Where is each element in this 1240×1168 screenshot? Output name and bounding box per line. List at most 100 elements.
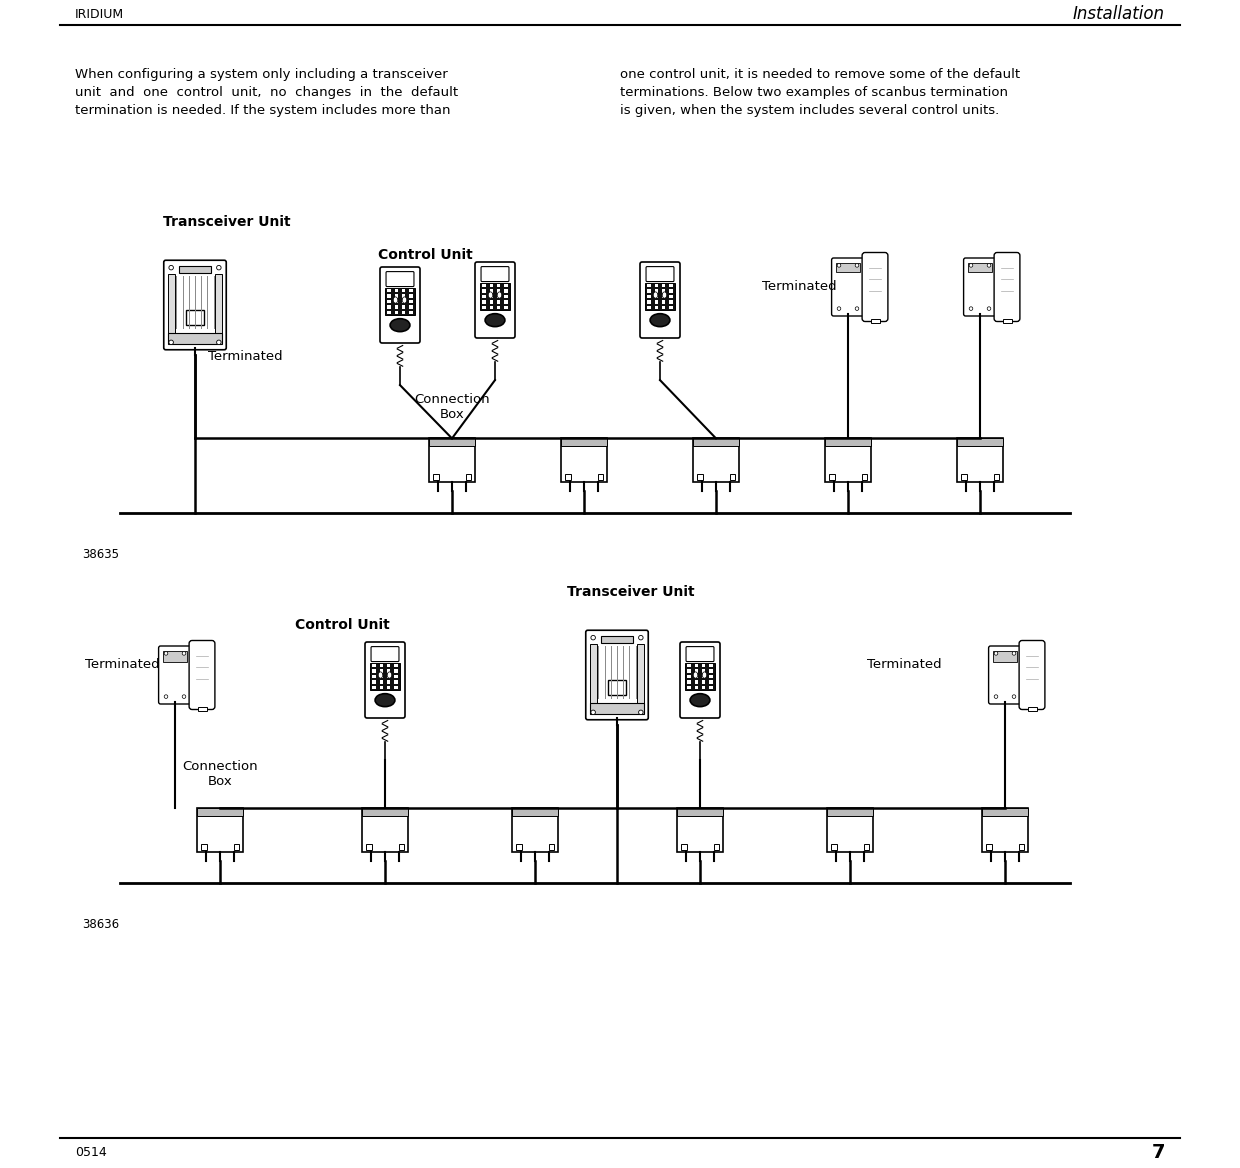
Bar: [394, 680, 398, 683]
Text: terminations. Below two examples of scanbus termination: terminations. Below two examples of scan…: [620, 86, 1008, 99]
Bar: [713, 844, 719, 850]
Ellipse shape: [387, 672, 392, 679]
Text: Connection
Box: Connection Box: [182, 760, 258, 788]
Bar: [670, 306, 673, 310]
Bar: [662, 306, 666, 310]
Bar: [379, 669, 383, 673]
Text: 0514: 0514: [74, 1146, 107, 1159]
Bar: [164, 651, 187, 661]
Text: Transceiver Unit: Transceiver Unit: [567, 585, 694, 599]
Bar: [497, 290, 501, 293]
Bar: [709, 675, 713, 679]
Bar: [197, 707, 207, 711]
Circle shape: [987, 307, 991, 311]
Bar: [1028, 707, 1037, 711]
Bar: [702, 675, 706, 679]
Text: Terminated: Terminated: [867, 659, 941, 672]
Bar: [366, 844, 372, 850]
Bar: [402, 300, 405, 304]
Bar: [394, 675, 398, 679]
Bar: [490, 306, 494, 310]
Ellipse shape: [650, 314, 670, 327]
Bar: [694, 680, 698, 683]
Bar: [589, 703, 645, 714]
Bar: [702, 680, 706, 683]
Text: unit  and  one  control  unit,  no  changes  in  the  default: unit and one control unit, no changes in…: [74, 86, 458, 99]
FancyBboxPatch shape: [159, 646, 191, 704]
Text: one control unit, it is needed to remove some of the default: one control unit, it is needed to remove…: [620, 68, 1021, 81]
Circle shape: [169, 265, 174, 270]
Circle shape: [1012, 652, 1016, 655]
Bar: [372, 686, 376, 689]
Ellipse shape: [653, 292, 657, 298]
Bar: [709, 663, 713, 667]
Bar: [827, 808, 873, 851]
FancyBboxPatch shape: [680, 642, 720, 718]
Bar: [362, 808, 408, 816]
Circle shape: [837, 307, 841, 311]
Circle shape: [970, 264, 973, 267]
FancyBboxPatch shape: [585, 631, 649, 719]
Bar: [694, 686, 698, 689]
FancyBboxPatch shape: [640, 262, 680, 338]
Bar: [655, 284, 658, 287]
Bar: [497, 294, 501, 298]
Bar: [482, 300, 486, 304]
Bar: [825, 438, 872, 446]
Bar: [512, 808, 558, 816]
Bar: [694, 663, 698, 667]
Bar: [490, 294, 494, 298]
FancyBboxPatch shape: [475, 262, 515, 338]
Bar: [670, 284, 673, 287]
Bar: [167, 333, 222, 345]
FancyBboxPatch shape: [988, 646, 1022, 704]
Bar: [677, 808, 723, 851]
Bar: [686, 662, 714, 690]
Text: Terminated: Terminated: [763, 280, 837, 293]
Bar: [409, 288, 413, 292]
Bar: [982, 808, 1028, 816]
Bar: [482, 284, 486, 287]
Bar: [709, 680, 713, 683]
Bar: [956, 438, 1003, 446]
Bar: [490, 290, 494, 293]
Bar: [702, 686, 706, 689]
Bar: [601, 635, 634, 642]
Bar: [729, 474, 735, 480]
Bar: [516, 844, 522, 850]
Bar: [598, 474, 603, 480]
Bar: [379, 675, 383, 679]
Bar: [387, 686, 391, 689]
Bar: [379, 680, 383, 683]
Bar: [179, 266, 211, 272]
Bar: [982, 808, 1028, 851]
Circle shape: [164, 652, 167, 655]
Text: Connection
Box: Connection Box: [414, 392, 490, 420]
FancyBboxPatch shape: [386, 272, 414, 286]
Bar: [372, 663, 376, 667]
Bar: [402, 305, 405, 308]
Circle shape: [182, 652, 186, 655]
Bar: [233, 844, 239, 850]
Bar: [702, 663, 706, 667]
Circle shape: [164, 695, 167, 698]
Text: termination is needed. If the system includes more than: termination is needed. If the system inc…: [74, 104, 450, 117]
Bar: [387, 675, 391, 679]
Bar: [565, 474, 570, 480]
Bar: [372, 669, 376, 673]
Bar: [697, 474, 703, 480]
Bar: [647, 294, 651, 298]
Bar: [409, 300, 413, 304]
Circle shape: [217, 265, 221, 270]
Text: 7: 7: [1152, 1142, 1166, 1161]
Bar: [961, 474, 966, 480]
Bar: [677, 808, 723, 816]
Bar: [402, 294, 405, 298]
Bar: [394, 311, 398, 314]
FancyBboxPatch shape: [994, 252, 1019, 321]
Bar: [372, 680, 376, 683]
Bar: [497, 300, 501, 304]
Text: Control Unit: Control Unit: [378, 248, 472, 262]
Bar: [709, 686, 713, 689]
Text: 38635: 38635: [82, 548, 119, 561]
